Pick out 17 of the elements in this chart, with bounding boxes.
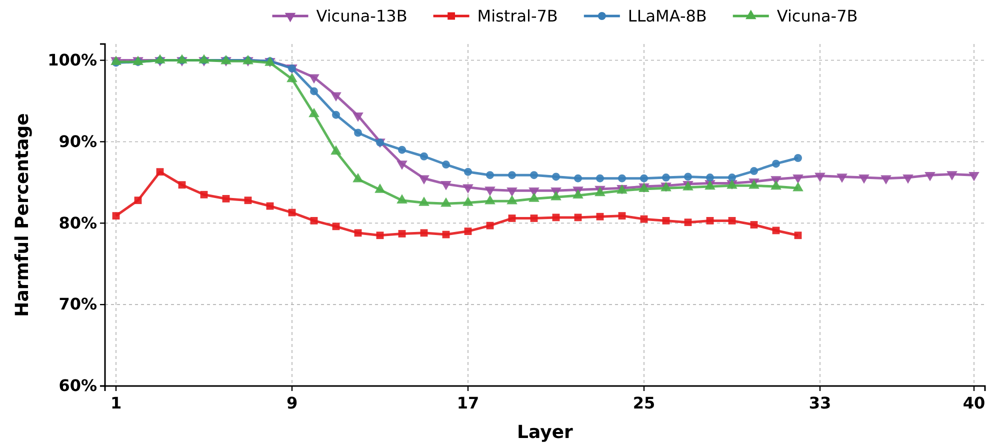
y-tick-label: 80% [58,213,97,232]
x-tick-label: 17 [456,393,480,412]
y-tick-label: 100% [48,50,97,70]
x-axis-title: Layer [517,422,574,443]
y-tick-label: 90% [58,132,97,151]
legend-label: Vicuna-7B [776,6,858,26]
y-axis-title: Harmful Percentage [12,113,33,317]
y-tick-label: 60% [58,376,97,396]
legend-label: LLaMA-8B [628,6,707,26]
legend-label: Mistral-7B [477,6,558,26]
x-tick-label: 33 [808,393,832,412]
x-tick-label: 9 [286,393,298,412]
x-tick-label: 1 [110,393,122,412]
y-tick-label: 70% [58,294,97,314]
legend-label: Vicuna-13B [316,6,408,26]
x-tick-label: 40 [962,393,986,412]
x-tick-label: 25 [632,393,656,412]
